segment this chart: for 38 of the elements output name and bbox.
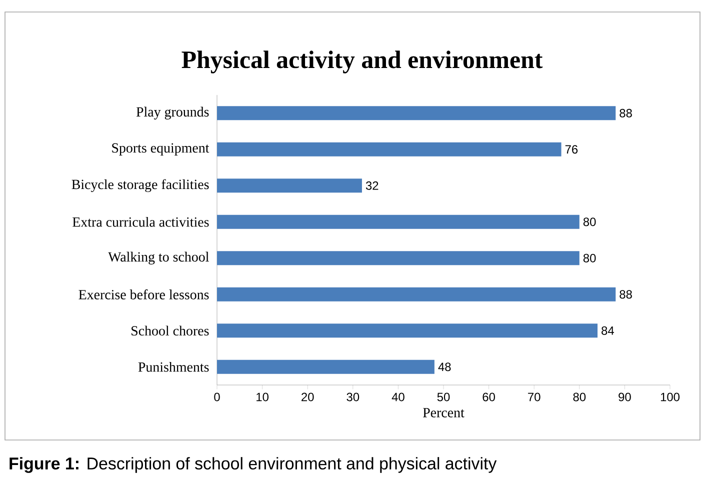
x-tick-label: 40 — [392, 392, 404, 402]
bar — [217, 360, 434, 374]
y-tick-label: Extra curricula activities — [72, 216, 209, 227]
bar — [217, 106, 616, 120]
x-tick-label: 20 — [302, 392, 314, 402]
bar — [217, 142, 562, 156]
y-tick-label: Bicycle storage facilities — [72, 179, 209, 192]
bar — [217, 287, 616, 302]
x-tick-label: 30 — [346, 392, 360, 402]
data-label: 84 — [602, 326, 614, 335]
x-tick-label: 80 — [573, 392, 586, 402]
text: Figure 1: Description of school environment and physical activity — [10, 457, 497, 473]
y-tick-label: Exercise before lessons — [78, 289, 209, 300]
x-tick-label: 50 — [437, 392, 450, 402]
bar — [217, 214, 580, 229]
x-tick-label: 0 — [214, 392, 220, 402]
x-axis-title: Percent — [423, 408, 464, 418]
y-tick-label: Walking to school — [108, 252, 209, 264]
x-tick-label: 10 — [256, 392, 268, 402]
x-tick-label: 100 — [660, 392, 680, 402]
bar — [217, 251, 580, 266]
bar — [217, 178, 362, 193]
data-label: 80 — [583, 218, 596, 226]
data-label: 88 — [620, 108, 632, 118]
y-tick-label: Punishments — [138, 362, 209, 372]
data-label: 80 — [583, 254, 596, 262]
data-label: 76 — [565, 145, 578, 154]
data-label: 48 — [438, 362, 451, 372]
x-tick-label: 70 — [528, 392, 540, 402]
y-tick-label: Sports equipment — [112, 143, 210, 156]
y-tick-label: Play grounds — [136, 106, 209, 120]
data-label: 32 — [366, 181, 378, 190]
x-tick-label: 90 — [618, 392, 631, 402]
data-label: 88 — [620, 290, 632, 299]
y-tick-label: School chores — [132, 326, 209, 336]
bar — [217, 324, 598, 338]
x-tick-label: 60 — [482, 392, 495, 402]
chart-title: Physical activity and environment — [182, 50, 543, 74]
